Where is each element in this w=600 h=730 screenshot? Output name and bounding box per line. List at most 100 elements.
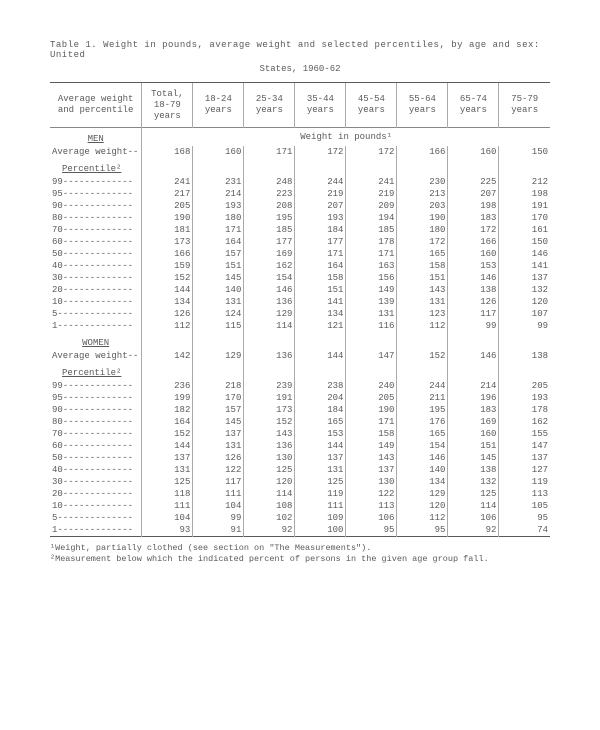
table-cell: 109: [295, 512, 346, 524]
percentile-row-label: 30-------------: [50, 272, 142, 284]
table-cell: 152: [142, 428, 193, 440]
table-cell: 140: [397, 464, 448, 476]
table-cell: 158: [346, 428, 397, 440]
table-cell: 122: [193, 464, 244, 476]
percentile-row-label: 95-------------: [50, 392, 142, 404]
percentile-row-label: 5--------------: [50, 308, 142, 320]
table-cell: 92: [244, 524, 295, 537]
col-header-stub: Average weightand percentile: [50, 83, 142, 128]
table-cell: 190: [397, 212, 448, 224]
table-cell: 162: [244, 260, 295, 272]
table-cell: 172: [448, 224, 499, 236]
table-cell: 137: [142, 452, 193, 464]
table-cell: 171: [346, 248, 397, 260]
avg-weight-cell: 147: [346, 350, 397, 362]
table-cell: 207: [448, 188, 499, 200]
table-cell: 126: [193, 452, 244, 464]
table-cell: 212: [499, 176, 550, 188]
table-cell: 164: [295, 260, 346, 272]
table-cell: 177: [295, 236, 346, 248]
avg-weight-cell: 129: [193, 350, 244, 362]
table-cell: 171: [346, 416, 397, 428]
table-cell: 146: [397, 452, 448, 464]
table-cell: 114: [244, 488, 295, 500]
percentile-row-label: 50-------------: [50, 248, 142, 260]
percentile-row-label: 70-------------: [50, 224, 142, 236]
percentile-row-label: 5--------------: [50, 512, 142, 524]
col-header: 65-74years: [448, 83, 499, 128]
table-cell: 155: [499, 428, 550, 440]
table-cell: 166: [448, 236, 499, 248]
table-cell: 147: [499, 440, 550, 452]
empty-cell: [193, 362, 244, 380]
table-cell: 241: [142, 176, 193, 188]
table-cell: 114: [448, 500, 499, 512]
table-cell: 218: [193, 380, 244, 392]
percentile-row-label: 1--------------: [50, 320, 142, 332]
table-cell: 198: [499, 188, 550, 200]
avg-weight-cell: 146: [448, 350, 499, 362]
table-cell: 152: [244, 416, 295, 428]
table-cell: 205: [346, 392, 397, 404]
table-cell: 185: [244, 224, 295, 236]
table-cell: 149: [346, 284, 397, 296]
table-cell: 178: [499, 404, 550, 416]
table-cell: 150: [499, 236, 550, 248]
avg-weight-cell: 172: [295, 146, 346, 158]
empty-cell: [142, 332, 193, 350]
avg-weight-cell: 168: [142, 146, 193, 158]
percentile-row-label: 60-------------: [50, 236, 142, 248]
percentile-row-label: 99-------------: [50, 176, 142, 188]
table-cell: 178: [346, 236, 397, 248]
avg-weight-cell: 136: [244, 350, 295, 362]
table-cell: 137: [193, 428, 244, 440]
table-cell: 144: [142, 440, 193, 452]
table-cell: 165: [397, 428, 448, 440]
table-cell: 204: [295, 392, 346, 404]
table-cell: 136: [244, 296, 295, 308]
empty-cell: [295, 362, 346, 380]
table-cell: 117: [448, 308, 499, 320]
table-cell: 185: [346, 224, 397, 236]
table-cell: 193: [295, 212, 346, 224]
percentile-row-label: 70-------------: [50, 428, 142, 440]
col-header: 55-64years: [397, 83, 448, 128]
table-cell: 193: [193, 200, 244, 212]
table-cell: 183: [448, 212, 499, 224]
table-cell: 119: [499, 476, 550, 488]
table-cell: 241: [346, 176, 397, 188]
col-header: Total,18-79years: [142, 83, 193, 128]
table-cell: 146: [499, 248, 550, 260]
table-caption-line1: Table 1. Weight in pounds, average weigh…: [50, 40, 550, 60]
table-cell: 134: [142, 296, 193, 308]
col-header: 25-34years: [244, 83, 295, 128]
table-cell: 170: [499, 212, 550, 224]
table-cell: 163: [346, 260, 397, 272]
empty-cell: [142, 362, 193, 380]
table-cell: 125: [142, 476, 193, 488]
table-cell: 130: [346, 476, 397, 488]
table-cell: 137: [295, 452, 346, 464]
empty-cell: [499, 362, 550, 380]
empty-cell: [142, 158, 193, 176]
table-cell: 143: [397, 284, 448, 296]
percentile-row-label: 50-------------: [50, 452, 142, 464]
percentile-row-label: 95-------------: [50, 188, 142, 200]
footnote-2: ²Measurement below which the indicated p…: [50, 554, 550, 565]
table-cell: 113: [346, 500, 397, 512]
table-cell: 132: [499, 284, 550, 296]
table-cell: 149: [346, 440, 397, 452]
percentile-row-label: 20-------------: [50, 284, 142, 296]
table-cell: 165: [397, 248, 448, 260]
table-cell: 120: [244, 476, 295, 488]
table-cell: 217: [142, 188, 193, 200]
percentile-row-label: 40-------------: [50, 464, 142, 476]
table-cell: 117: [193, 476, 244, 488]
table-cell: 120: [499, 296, 550, 308]
table-cell: 131: [193, 440, 244, 452]
table-cell: 151: [193, 260, 244, 272]
table-cell: 91: [193, 524, 244, 537]
empty-cell: [244, 158, 295, 176]
percentile-row-label: 80-------------: [50, 212, 142, 224]
table-cell: 191: [244, 392, 295, 404]
